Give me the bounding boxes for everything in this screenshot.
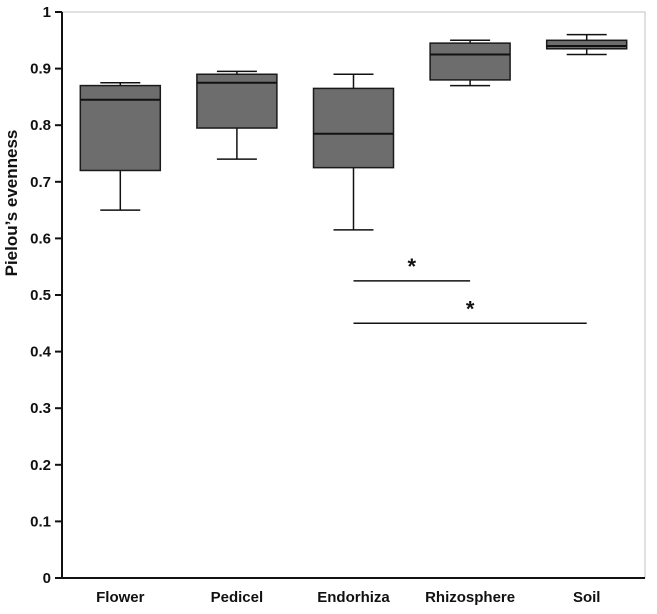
y-tick-label: 0.7 (30, 174, 51, 191)
boxplot-flower (79, 82, 162, 211)
box (312, 87, 395, 169)
x-category-label: Endorhiza (317, 589, 390, 606)
y-tick-label: 0.3 (30, 400, 51, 417)
y-tick-label: 0.4 (30, 344, 52, 361)
box (429, 42, 511, 81)
y-tick-label: 0.8 (30, 117, 51, 134)
box (545, 39, 628, 50)
x-category-label: Pedicel (211, 589, 264, 606)
boxplot-pedicel (196, 70, 278, 160)
significance-star: * (466, 296, 475, 321)
y-axis-title: Pielou’s evenness (2, 130, 21, 277)
x-category-label: Soil (573, 589, 601, 606)
x-category-label: Rhizosphere (425, 589, 515, 606)
y-tick-label: 0.2 (30, 457, 51, 474)
boxplot-boxes (79, 33, 628, 231)
y-tick-label: 1 (43, 4, 51, 21)
boxplot-rhizosphere (429, 39, 511, 87)
box (79, 84, 162, 172)
y-tick-label: 0.9 (30, 61, 51, 78)
x-axis-labels: Flower Pedicel Endorhiza Rhizosphere Soil (96, 589, 600, 606)
y-tick-label: 0.6 (30, 230, 51, 247)
boxplot-endorhiza (312, 73, 395, 231)
y-tick-label: 0.1 (30, 513, 51, 530)
y-tick-label: 0 (43, 570, 51, 587)
y-axis-ticks: 0 0.1 0.2 0.3 0.4 0.5 0.6 0.7 0.8 0.9 1 (30, 4, 62, 587)
x-category-label: Flower (96, 589, 145, 606)
y-tick-label: 0.5 (30, 287, 51, 304)
boxplot-soil (545, 33, 628, 56)
significance-annotations: ** (353, 254, 587, 325)
significance-star: * (408, 254, 417, 279)
